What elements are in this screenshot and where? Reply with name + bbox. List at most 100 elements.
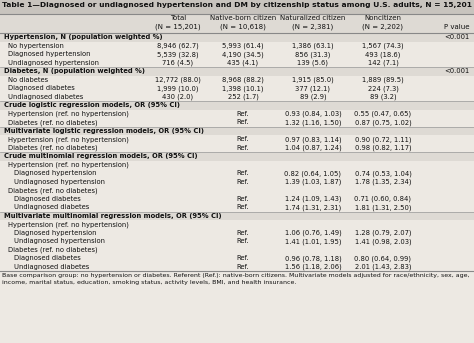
Text: Diabetes (ref. no diabetes): Diabetes (ref. no diabetes) [8,119,98,126]
Text: 4,190 (34.5): 4,190 (34.5) [222,51,264,58]
Text: (N = 15,201): (N = 15,201) [155,24,201,31]
Bar [0,246,474,254]
Text: Diabetes (ref. no diabetes): Diabetes (ref. no diabetes) [8,145,98,151]
Bar [0,237,474,246]
Text: Diagnosed diabetes: Diagnosed diabetes [14,196,81,202]
Text: Ref.: Ref. [237,230,249,236]
Text: Undiagnosed hypertension: Undiagnosed hypertension [14,179,105,185]
Text: Ref.: Ref. [237,255,249,261]
Text: Undiagnosed diabetes: Undiagnosed diabetes [8,94,83,100]
Text: Ref.: Ref. [237,179,249,185]
Text: 1.56 (1.18, 2.06): 1.56 (1.18, 2.06) [284,264,341,270]
Text: Ref.: Ref. [237,264,249,270]
Text: Diabetes (ref. no diabetes): Diabetes (ref. no diabetes) [8,187,98,194]
Text: 0.87 (0.75, 1.02): 0.87 (0.75, 1.02) [355,119,411,126]
Bar [0,262,474,271]
Bar [0,109,474,118]
Text: Noncitizen: Noncitizen [365,15,401,21]
Text: 8,946 (62.7): 8,946 (62.7) [157,43,199,49]
Text: 430 (2.0): 430 (2.0) [163,94,193,100]
Text: Ref.: Ref. [237,119,249,125]
Text: 0.74 (0.53, 1.04): 0.74 (0.53, 1.04) [355,170,411,177]
Bar [0,161,474,169]
Text: Hypertension (ref. no hypertension): Hypertension (ref. no hypertension) [8,111,129,117]
Text: 377 (12.1): 377 (12.1) [295,85,330,92]
Text: 12,772 (88.0): 12,772 (88.0) [155,77,201,83]
Bar [0,0,474,14]
Text: 0.82 (0.64, 1.05): 0.82 (0.64, 1.05) [284,170,341,177]
Text: Diagnosed hypertension: Diagnosed hypertension [8,51,91,57]
Text: 1,999 (10.0): 1,999 (10.0) [157,85,199,92]
Text: 0.98 (0.82, 1.17): 0.98 (0.82, 1.17) [355,145,411,151]
Text: Ref.: Ref. [237,136,249,142]
Bar [0,75,474,84]
Text: Ref.: Ref. [237,145,249,151]
Text: Native-born citizen: Native-born citizen [210,15,276,21]
Text: 0.71 (0.60, 0.84): 0.71 (0.60, 0.84) [355,196,411,202]
Bar [0,228,474,237]
Text: 89 (2.9): 89 (2.9) [300,94,326,100]
Bar [0,33,474,42]
Text: 0.90 (0.72, 1.11): 0.90 (0.72, 1.11) [355,136,411,143]
Text: 1.41 (0.98, 2.03): 1.41 (0.98, 2.03) [355,238,411,245]
Bar [0,14,474,33]
Bar [0,254,474,262]
Text: 1.28 (0.79, 2.07): 1.28 (0.79, 2.07) [355,230,411,236]
Text: P value: P value [445,24,470,30]
Bar [0,203,474,212]
Text: 1.78 (1.35, 2.34): 1.78 (1.35, 2.34) [355,179,411,185]
Text: 716 (4.5): 716 (4.5) [163,60,193,66]
Text: Diagnosed diabetes: Diagnosed diabetes [8,85,75,91]
Text: 856 (31.3): 856 (31.3) [295,51,331,58]
Bar [0,42,474,50]
Text: Base comparison group: no hypertension or diabetes. Referent (Ref.): native-born: Base comparison group: no hypertension o… [2,273,470,278]
Text: No hypertension: No hypertension [8,43,64,49]
Text: Ref.: Ref. [237,170,249,176]
Text: Ref.: Ref. [237,111,249,117]
Text: Naturalized citizen: Naturalized citizen [280,15,346,21]
Text: 5,539 (32.8): 5,539 (32.8) [157,51,199,58]
Text: Undiagnosed diabetes: Undiagnosed diabetes [14,204,89,210]
Text: 1.81 (1.31, 2.50): 1.81 (1.31, 2.50) [355,204,411,211]
Text: Undiagnosed diabetes: Undiagnosed diabetes [14,264,89,270]
Text: No diabetes: No diabetes [8,77,48,83]
Text: 1,915 (85.0): 1,915 (85.0) [292,77,334,83]
Text: 1.41 (1.01, 1.95): 1.41 (1.01, 1.95) [285,238,341,245]
Text: 0.93 (0.84, 1.03): 0.93 (0.84, 1.03) [284,111,341,117]
Bar [0,127,474,135]
Text: 1,398 (10.1): 1,398 (10.1) [222,85,264,92]
Text: 1,567 (74.3): 1,567 (74.3) [362,43,404,49]
Text: 1,889 (89.5): 1,889 (89.5) [362,77,404,83]
Text: Undiagnosed hypertension: Undiagnosed hypertension [14,238,105,244]
Text: 142 (7.1): 142 (7.1) [367,60,399,66]
Text: Hypertension (ref. no hypertension): Hypertension (ref. no hypertension) [8,162,129,168]
Text: 1,386 (63.1): 1,386 (63.1) [292,43,334,49]
Bar [0,50,474,59]
Text: 1.39 (1.03, 1.87): 1.39 (1.03, 1.87) [285,179,341,185]
Text: 0.80 (0.64, 0.99): 0.80 (0.64, 0.99) [355,255,411,262]
Text: Undiagnosed hypertension: Undiagnosed hypertension [8,60,99,66]
Text: Crude multinomial regression models, OR (95% CI): Crude multinomial regression models, OR … [4,153,198,159]
Bar [0,186,474,194]
Text: Multivariate logistic regression models, OR (95% CI): Multivariate logistic regression models,… [4,128,204,134]
Bar [0,143,474,152]
Text: 2.01 (1.43, 2.83): 2.01 (1.43, 2.83) [355,264,411,270]
Text: 1.06 (0.76, 1.49): 1.06 (0.76, 1.49) [284,230,341,236]
Text: <0.001: <0.001 [445,34,470,40]
Text: <0.001: <0.001 [445,68,470,74]
Text: 8,968 (88.2): 8,968 (88.2) [222,77,264,83]
Text: (N = 2,202): (N = 2,202) [363,24,403,31]
Text: 1.74 (1.31, 2.31): 1.74 (1.31, 2.31) [285,204,341,211]
Text: 0.55 (0.47, 0.65): 0.55 (0.47, 0.65) [355,111,411,117]
Bar [0,169,474,177]
Text: 1.04 (0.87, 1.24): 1.04 (0.87, 1.24) [284,145,341,151]
Text: 493 (18.6): 493 (18.6) [365,51,401,58]
Text: 435 (4.1): 435 (4.1) [228,60,258,66]
Bar [0,212,474,220]
Text: Diagnosed diabetes: Diagnosed diabetes [14,255,81,261]
Text: Crude logistic regression models, OR (95% CI): Crude logistic regression models, OR (95… [4,102,180,108]
Text: Diagnosed hypertension: Diagnosed hypertension [14,170,97,176]
Bar [0,194,474,203]
Bar [0,59,474,67]
Text: Diabetes (ref. no diabetes): Diabetes (ref. no diabetes) [8,247,98,253]
